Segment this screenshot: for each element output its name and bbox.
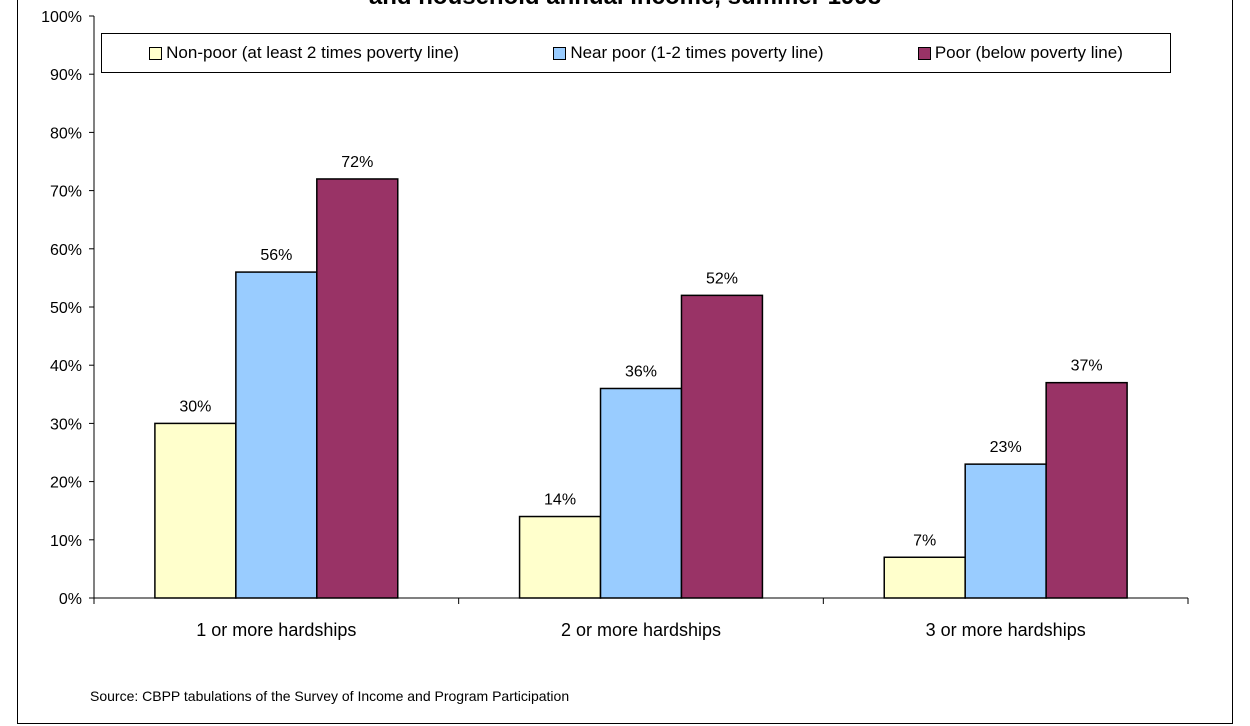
- bar: [235, 271, 318, 599]
- legend-label-near-poor: Near poor (1-2 times poverty line): [570, 43, 824, 62]
- y-tick-label: 0%: [59, 591, 82, 608]
- data-label: 56%: [260, 247, 292, 264]
- bar: [1045, 381, 1128, 599]
- data-label: 72%: [341, 154, 373, 171]
- bar: [964, 463, 1047, 599]
- bar: [680, 294, 764, 599]
- y-tick-label: 70%: [50, 184, 82, 201]
- bar: [316, 178, 399, 599]
- legend-swatch-poor: [917, 46, 931, 60]
- data-label: 7%: [913, 532, 936, 549]
- y-tick-label: 30%: [50, 416, 82, 433]
- legend-item-poor: Poor (below poverty line): [917, 43, 1123, 63]
- legend-label-non-poor: Non-poor (at least 2 times poverty line): [166, 43, 460, 62]
- legend-label-poor: Poor (below poverty line): [934, 43, 1123, 62]
- x-category-label: 2 or more hardships: [561, 620, 721, 640]
- y-tick-label: 80%: [50, 125, 82, 142]
- chart-frame: [17, 0, 1233, 724]
- data-label: 37%: [1071, 358, 1103, 375]
- data-label: 23%: [990, 439, 1022, 456]
- bar: [518, 515, 602, 599]
- legend-swatch-non-poor: [149, 46, 163, 60]
- y-tick-label: 100%: [41, 9, 82, 26]
- data-label: 36%: [625, 363, 657, 380]
- data-label: 14%: [544, 492, 576, 509]
- x-category-label: 1 or more hardships: [196, 620, 356, 640]
- y-tick-label: 90%: [50, 67, 82, 84]
- y-tick-label: 50%: [50, 300, 82, 317]
- source-note: Source: CBPP tabulations of the Survey o…: [90, 688, 570, 704]
- y-tick-label: 40%: [50, 358, 82, 375]
- y-tick-label: 60%: [50, 242, 82, 259]
- bar: [883, 556, 966, 599]
- data-label: 30%: [179, 398, 211, 415]
- x-category-label: 3 or more hardships: [926, 620, 1086, 640]
- legend: Non-poor (at least 2 times poverty line)…: [101, 33, 1171, 73]
- legend-swatch-near-poor: [553, 46, 567, 60]
- bar: [154, 422, 237, 599]
- chart-title: and household annual income, summer 1998: [0, 0, 1250, 11]
- data-label: 52%: [706, 270, 738, 287]
- legend-item-near-poor: Near poor (1-2 times poverty line): [553, 43, 824, 63]
- legend-item-non-poor: Non-poor (at least 2 times poverty line): [149, 43, 459, 63]
- bar: [599, 387, 683, 599]
- y-tick-label: 10%: [50, 533, 82, 550]
- y-tick-label: 20%: [50, 475, 82, 492]
